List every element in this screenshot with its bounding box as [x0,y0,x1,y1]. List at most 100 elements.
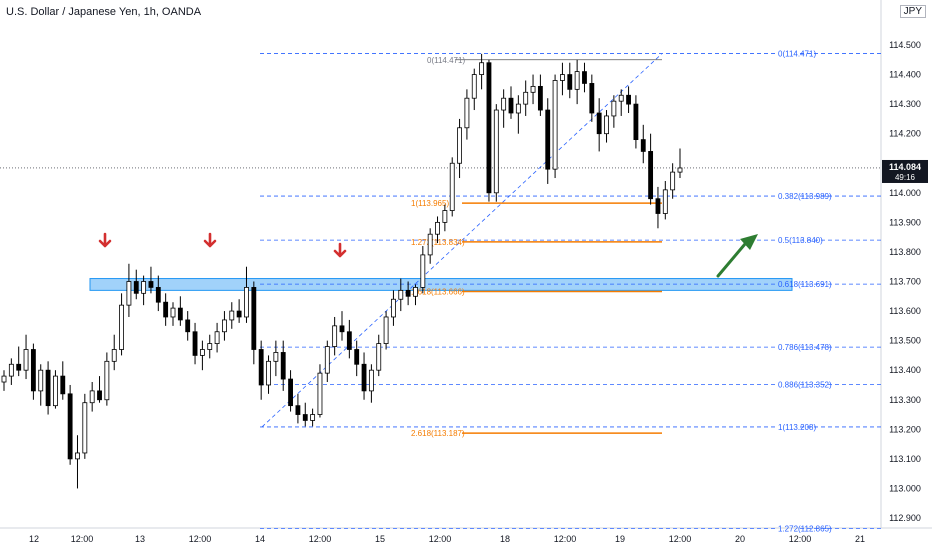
candle-body [16,363,22,371]
candle-body [155,287,161,303]
candle-body [332,325,338,347]
candle-body [75,452,80,460]
price-tick-label: 114.400 [889,70,921,80]
candle-body [30,349,36,392]
fib-level-label: 0.382(113.989) [778,192,832,201]
candle-body [310,414,316,421]
candle-body [405,289,411,297]
time-tick-label: 13 [135,534,145,544]
candle-body [383,316,389,344]
candle-body [435,221,440,235]
candle-body [222,319,227,333]
candle-body [126,281,132,306]
candle-body [376,343,382,371]
candle-body [471,74,477,99]
candle-body [552,80,558,170]
time-tick-label: 12:00 [554,534,577,544]
time-tick-label: 12:00 [309,534,332,544]
down-arrow-icon [333,242,347,258]
candle-body [537,85,543,111]
price-tick-label: 113.800 [889,247,921,257]
candle-body [604,115,609,135]
fib-level-label: 0.786(113.478) [778,343,832,352]
price-tick-label: 113.600 [889,306,921,316]
price-tick-label: 113.300 [889,395,921,405]
price-tick-label: 113.200 [889,424,921,434]
candle-body [302,414,308,421]
candle-body [266,360,271,386]
candle-body [427,233,433,256]
candle-body [493,109,499,194]
time-tick-label: 21 [855,534,865,544]
candle-body [413,287,418,297]
candle-body [391,298,396,318]
price-tick-label: 113.100 [889,454,921,464]
candle-body [530,85,536,93]
candle-body [97,390,102,401]
fib-level-label: 0.618(113.691) [778,280,832,289]
fib-extension-label: 2.618(113.187) [411,429,465,438]
candle-body [199,349,205,356]
candle-body [148,281,154,288]
candle-body [236,310,242,318]
down-arrow-icon [203,232,217,248]
candle-body [655,198,661,214]
resistance-zone [89,278,793,291]
candle-body [596,112,602,135]
down-arrow-icon [98,232,112,248]
bar-countdown-label: 49:16 [895,173,916,182]
candle-body [1,375,7,383]
candle-body [89,390,95,404]
candle-body [141,281,147,294]
symbol-title: U.S. Dollar / Japanese Yen, 1h, OANDA [6,6,202,18]
time-tick-label: 12 [29,534,39,544]
candle-body [192,331,198,356]
price-tick-label: 113.500 [889,336,921,346]
candle-body [170,307,176,318]
candle-body [640,139,646,152]
candle-body [207,343,213,350]
candle-body [82,402,88,454]
candle-body [626,94,631,105]
price-tick-label: 113.900 [889,217,921,227]
fib-top-label: 0(114.471) [427,56,465,65]
fib-extension-label: 1.618(113.666) [411,288,465,297]
candle-body [339,325,345,333]
candle-body [677,167,683,173]
candle-body [670,171,676,191]
candle-body [251,287,257,350]
price-tick-label: 112.900 [889,513,921,523]
candle-body [515,103,521,114]
candle-body [589,83,595,114]
candle-body [648,151,654,200]
price-tick-label: 114.500 [889,40,921,50]
up-arrow-head-icon [740,234,758,250]
candle-body [288,378,293,407]
candle-body [545,109,551,170]
currency-badge[interactable]: JPY [899,5,926,18]
fib-level-label: 0.886(113.352) [778,380,832,389]
current-price-label: 114.084 [889,162,921,172]
candle-body [177,307,183,321]
candle-body [163,301,169,318]
candle-body [420,254,426,288]
candle-body [486,62,492,194]
candle-body [273,352,279,362]
time-tick-label: 18 [500,534,510,544]
candle-body [53,375,58,407]
candle-body [185,319,191,333]
candle-body [523,91,529,105]
candle-body [618,94,624,102]
time-tick-label: 12:00 [789,534,812,544]
up-arrow-icon [716,242,747,278]
candle-body [662,189,668,214]
candle-body [104,360,110,401]
price-tick-label: 114.200 [889,129,921,139]
candle-body [464,97,470,129]
candle-body [111,349,117,362]
candle-body [479,62,485,75]
candle-body [45,369,51,407]
candle-body [214,331,220,344]
